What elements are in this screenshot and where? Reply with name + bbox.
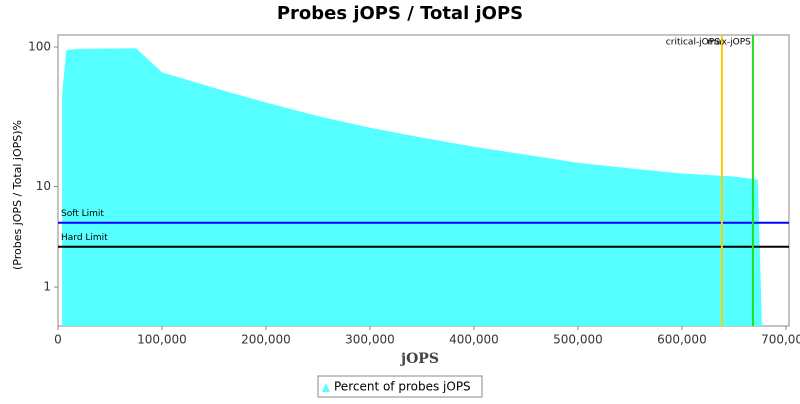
x-tick-label: 500,000 (553, 333, 603, 347)
y-marker-label: Hard Limit (61, 233, 108, 243)
x-tick-label: 0 (54, 333, 62, 347)
area (62, 48, 762, 326)
legend-box (317, 375, 483, 398)
y-tick-label: 10 (36, 179, 51, 193)
x-tick-label: 600,000 (657, 333, 707, 347)
x-tick-label: 300,000 (345, 333, 395, 347)
legend-swatch (322, 383, 330, 392)
y-tick-label: 1 (43, 280, 51, 294)
x-axis-label: jOPS (399, 351, 439, 367)
legend-label: Percent of probes jOPS (334, 380, 471, 394)
x-tick-label: 700,000 (761, 333, 800, 347)
chart-title: Probes jOPS / Total jOPS (277, 3, 523, 24)
x-tick-label: 400,000 (449, 333, 499, 347)
x-tick-label: 100,000 (137, 333, 187, 347)
y-marker-label: Soft Limit (61, 209, 104, 219)
y-tick-label: 100 (28, 40, 51, 54)
x-marker-label: max-jOPS (707, 38, 751, 48)
x-marker-label: critical-jOPS (666, 38, 720, 48)
y-axis-label: (Probes jOPS / Total jOPS)% (11, 120, 24, 270)
x-tick-label: 200,000 (241, 333, 291, 347)
